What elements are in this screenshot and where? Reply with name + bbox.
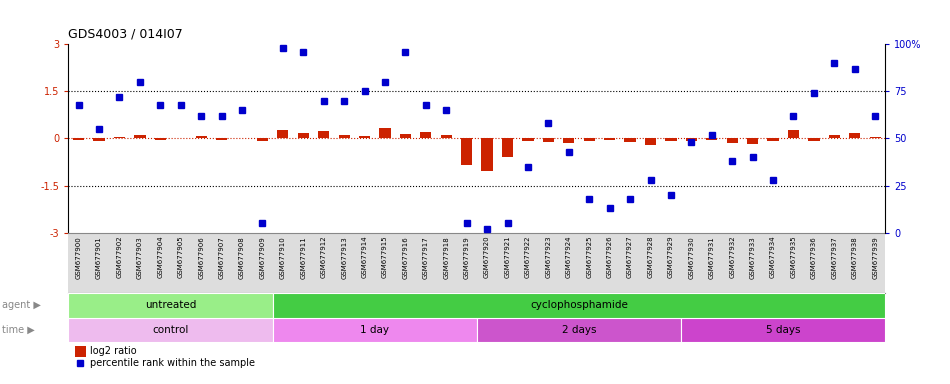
- Text: GSM677934: GSM677934: [770, 236, 776, 278]
- Bar: [645, 139, 656, 145]
- Text: GSM677933: GSM677933: [750, 236, 755, 278]
- Text: GSM677906: GSM677906: [199, 236, 204, 278]
- Bar: [686, 139, 697, 141]
- Bar: [665, 139, 676, 141]
- Bar: [379, 128, 390, 139]
- Bar: [273, 293, 885, 318]
- Text: GSM677904: GSM677904: [158, 236, 163, 278]
- Bar: [563, 139, 575, 142]
- Bar: [297, 133, 309, 139]
- Bar: [849, 132, 861, 139]
- Text: GSM677918: GSM677918: [444, 236, 449, 278]
- Text: 1 day: 1 day: [360, 325, 390, 335]
- Bar: [808, 139, 820, 141]
- Bar: [788, 130, 799, 139]
- Text: time ▶: time ▶: [2, 325, 34, 335]
- Bar: [93, 139, 104, 141]
- Bar: [400, 134, 411, 139]
- Text: GSM677931: GSM677931: [709, 236, 714, 278]
- Text: GSM677923: GSM677923: [545, 236, 551, 278]
- Bar: [175, 138, 186, 139]
- Bar: [237, 137, 248, 139]
- Text: cyclophosphamide: cyclophosphamide: [530, 300, 628, 310]
- Bar: [273, 318, 477, 342]
- Text: 5 days: 5 days: [766, 325, 801, 335]
- Bar: [768, 139, 779, 141]
- Text: GSM677921: GSM677921: [504, 236, 510, 278]
- Bar: [68, 293, 273, 318]
- Bar: [73, 139, 85, 140]
- Text: GSM677935: GSM677935: [790, 236, 796, 278]
- Bar: [604, 139, 616, 140]
- Bar: [706, 139, 717, 141]
- Text: GSM677902: GSM677902: [117, 236, 123, 278]
- Text: GSM677914: GSM677914: [362, 236, 368, 278]
- Bar: [477, 318, 681, 342]
- Bar: [68, 318, 273, 342]
- Text: control: control: [152, 325, 189, 335]
- Text: GSM677913: GSM677913: [341, 236, 347, 278]
- Bar: [502, 139, 513, 157]
- Text: GSM677928: GSM677928: [648, 236, 654, 278]
- Text: GSM677932: GSM677932: [730, 236, 735, 278]
- Text: GSM677929: GSM677929: [668, 236, 674, 278]
- Text: GSM677900: GSM677900: [76, 236, 82, 278]
- Bar: [216, 139, 227, 140]
- Text: GSM677926: GSM677926: [607, 236, 613, 278]
- Bar: [583, 139, 595, 141]
- Text: GSM677907: GSM677907: [218, 236, 224, 278]
- Bar: [277, 130, 289, 139]
- Text: GSM677915: GSM677915: [382, 236, 388, 278]
- Bar: [869, 137, 881, 139]
- Text: GSM677911: GSM677911: [300, 236, 306, 278]
- Text: GSM677901: GSM677901: [96, 236, 102, 278]
- Bar: [482, 139, 493, 172]
- Text: GSM677912: GSM677912: [321, 236, 327, 278]
- Text: GSM677930: GSM677930: [689, 236, 694, 278]
- Text: GSM677920: GSM677920: [484, 236, 490, 278]
- Bar: [420, 132, 431, 139]
- Text: GSM677903: GSM677903: [137, 236, 142, 278]
- Text: agent ▶: agent ▶: [2, 300, 41, 310]
- Bar: [542, 139, 554, 142]
- Text: GDS4003 / 014I07: GDS4003 / 014I07: [68, 27, 183, 40]
- Bar: [75, 346, 86, 357]
- Text: GSM677925: GSM677925: [586, 236, 592, 278]
- Text: GSM677917: GSM677917: [423, 236, 428, 278]
- Text: log2 ratio: log2 ratio: [89, 346, 136, 356]
- Text: GSM677905: GSM677905: [178, 236, 183, 278]
- Bar: [441, 135, 452, 139]
- Bar: [155, 139, 166, 141]
- Text: GSM677938: GSM677938: [852, 236, 858, 278]
- Text: 2 days: 2 days: [561, 325, 597, 335]
- Text: GSM677919: GSM677919: [464, 236, 469, 278]
- Bar: [747, 139, 758, 144]
- Text: percentile rank within the sample: percentile rank within the sample: [89, 358, 255, 368]
- Bar: [624, 139, 636, 142]
- Bar: [338, 135, 350, 139]
- Bar: [114, 137, 125, 139]
- Bar: [359, 136, 371, 139]
- Bar: [461, 139, 472, 165]
- Text: GSM677916: GSM677916: [403, 236, 408, 278]
- Text: GSM677936: GSM677936: [811, 236, 817, 278]
- Bar: [727, 139, 738, 142]
- Bar: [828, 135, 840, 139]
- Text: GSM677908: GSM677908: [239, 236, 245, 278]
- Text: GSM677939: GSM677939: [872, 236, 878, 278]
- Text: GSM677909: GSM677909: [259, 236, 265, 278]
- Bar: [522, 139, 534, 141]
- Text: GSM677922: GSM677922: [525, 236, 531, 278]
- Text: GSM677937: GSM677937: [831, 236, 837, 278]
- Bar: [196, 136, 207, 139]
- Text: GSM677924: GSM677924: [566, 236, 572, 278]
- Bar: [318, 131, 330, 139]
- Text: GSM677910: GSM677910: [280, 236, 286, 278]
- Bar: [134, 135, 145, 139]
- Bar: [256, 139, 268, 141]
- Text: untreated: untreated: [144, 300, 197, 310]
- Bar: [681, 318, 885, 342]
- Text: GSM677927: GSM677927: [627, 236, 633, 278]
